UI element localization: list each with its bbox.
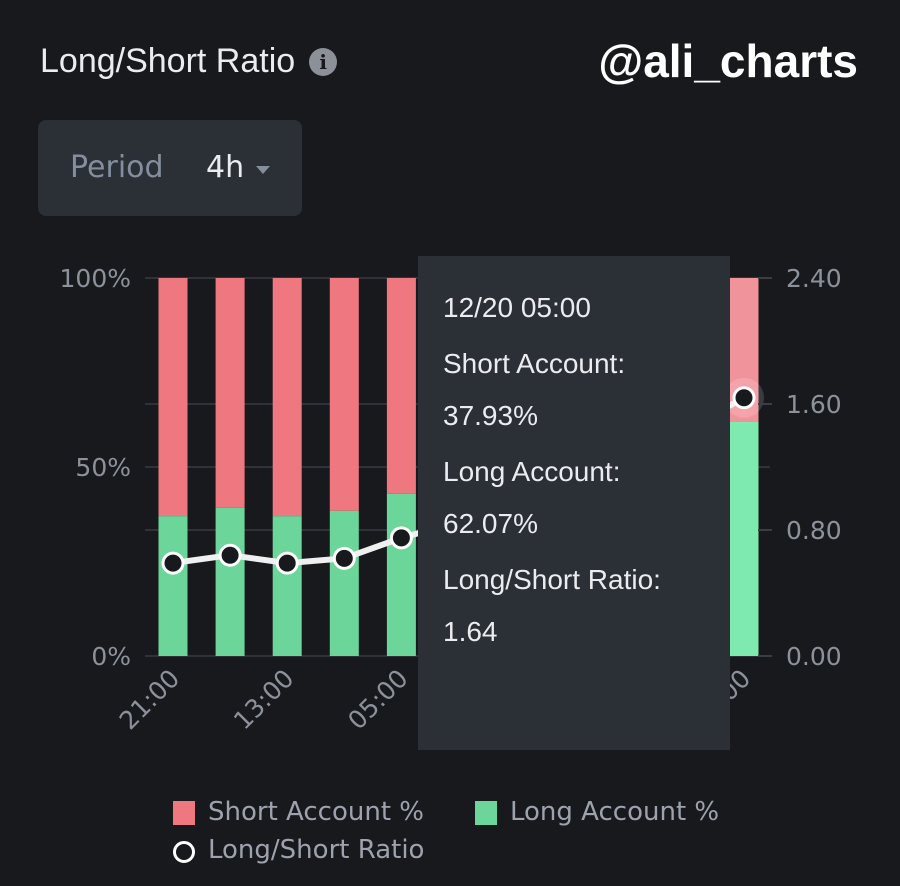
legend-short[interactable]: Short Account % bbox=[208, 797, 424, 827]
long-bar bbox=[215, 507, 245, 656]
chart-title: Long/Short Ratio bbox=[40, 42, 296, 80]
short-bar bbox=[215, 278, 245, 508]
long-bar bbox=[272, 516, 302, 656]
ratio-point bbox=[275, 551, 299, 575]
ratio-point bbox=[389, 526, 413, 550]
legend-ratio-marker bbox=[173, 841, 195, 863]
right-tick-label: 1.60 bbox=[786, 390, 842, 419]
tooltip-time: 12/20 05:00 bbox=[443, 292, 591, 323]
tooltip-short-value: 37.93% bbox=[443, 400, 538, 431]
long-bar bbox=[386, 493, 416, 656]
chevron-down-icon bbox=[256, 166, 270, 174]
x-tick-label: 21:00 bbox=[114, 664, 185, 735]
left-tick-label: 100% bbox=[60, 264, 131, 293]
legend-ratio[interactable]: Long/Short Ratio bbox=[208, 835, 425, 865]
period-label: Period bbox=[70, 150, 164, 185]
legend-short-swatch bbox=[173, 801, 195, 825]
ratio-point bbox=[732, 386, 756, 410]
x-tick-label: 05:00 bbox=[342, 664, 413, 735]
tooltip-long-value: 62.07% bbox=[443, 508, 538, 539]
ratio-point bbox=[161, 551, 185, 575]
tooltip: 12/20 05:00 Short Account: 37.93% Long A… bbox=[418, 256, 730, 750]
info-icon[interactable]: i bbox=[309, 47, 338, 76]
long-bar bbox=[158, 516, 188, 656]
left-tick-label: 0% bbox=[91, 642, 131, 671]
short-bar bbox=[329, 278, 359, 511]
long-bar bbox=[729, 421, 759, 656]
x-tick-label: 13:00 bbox=[228, 664, 299, 735]
tooltip-short-label: Short Account: bbox=[443, 348, 626, 379]
right-tick-label: 0.00 bbox=[786, 642, 842, 671]
chart-header: Long/Short Ratio i bbox=[40, 42, 338, 81]
short-bar bbox=[158, 278, 188, 517]
period-value: 4h bbox=[206, 150, 245, 185]
right-tick-label: 0.80 bbox=[786, 516, 842, 545]
legend-long-swatch bbox=[475, 801, 497, 825]
tooltip-long-label: Long Account: bbox=[443, 456, 621, 487]
left-tick-label: 50% bbox=[75, 453, 131, 482]
ratio-point bbox=[332, 546, 356, 570]
tooltip-ratio-label: Long/Short Ratio: bbox=[443, 564, 661, 595]
legend-long[interactable]: Long Account % bbox=[510, 797, 720, 827]
tooltip-ratio-value: 1.64 bbox=[443, 616, 498, 647]
right-tick-label: 2.40 bbox=[786, 264, 842, 293]
long-bar bbox=[329, 510, 359, 656]
short-bar bbox=[272, 278, 302, 517]
ratio-point bbox=[218, 543, 242, 567]
watermark: @ali_charts bbox=[598, 35, 858, 87]
short-bar bbox=[386, 278, 416, 494]
